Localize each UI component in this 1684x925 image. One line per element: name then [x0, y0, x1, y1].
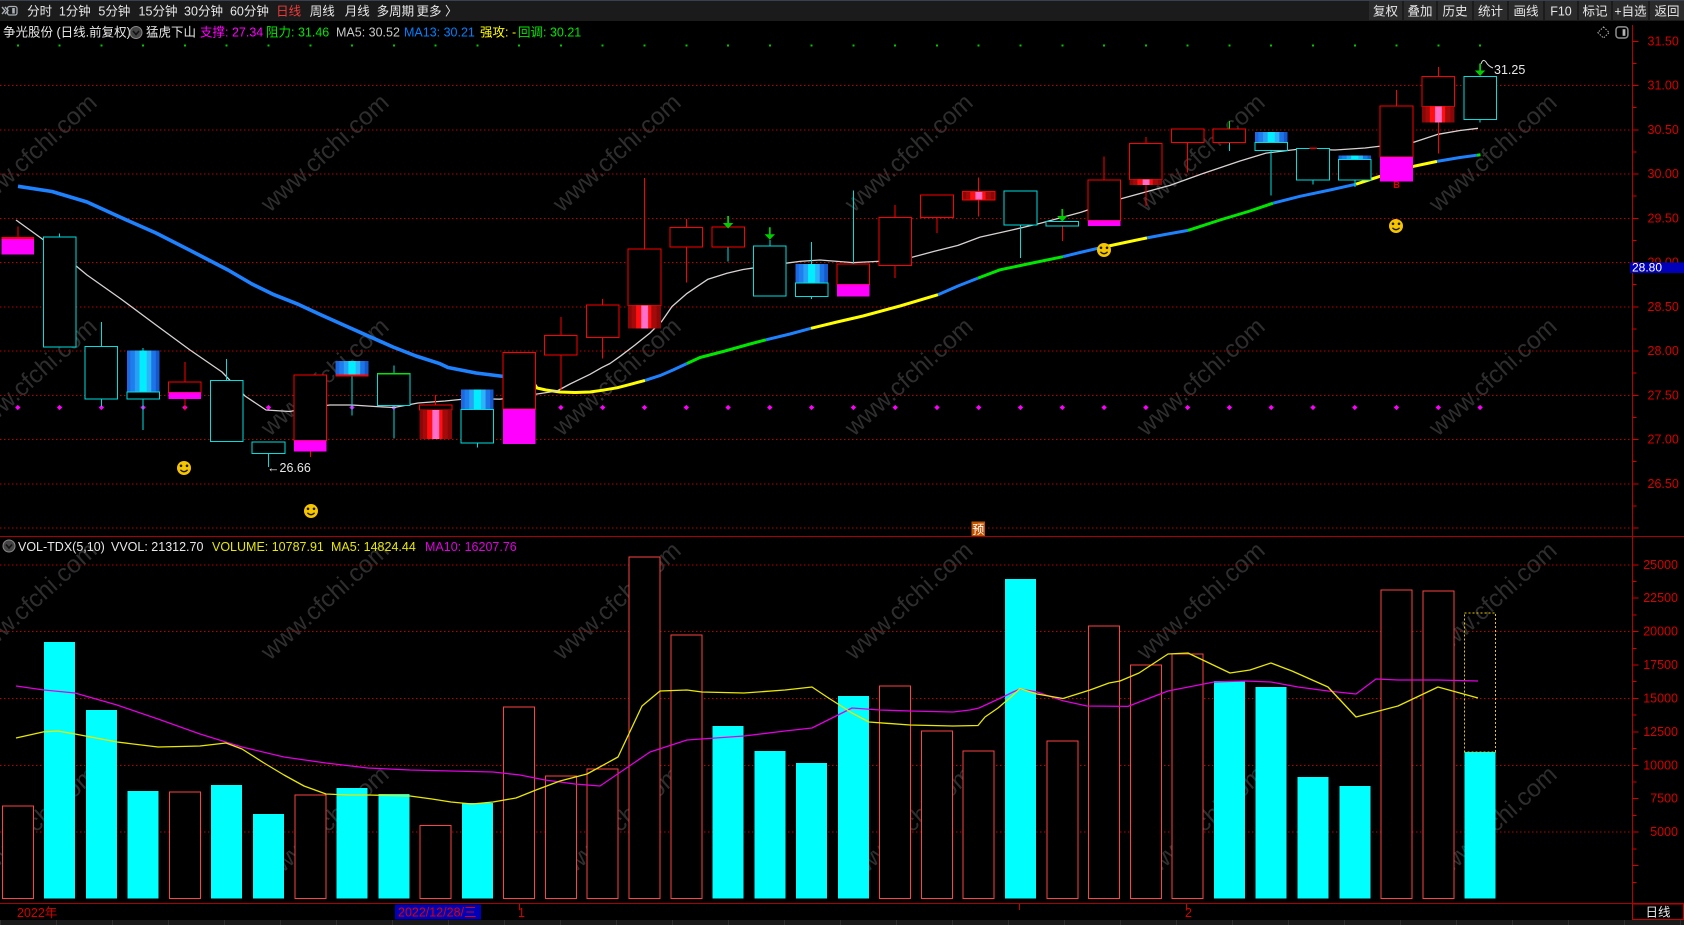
svg-text:周线: 周线	[310, 5, 336, 19]
svg-text:15000: 15000	[1643, 692, 1678, 706]
svg-text:5分钟: 5分钟	[98, 4, 130, 19]
svg-text:MA13: 30.21: MA13: 30.21	[404, 26, 475, 40]
svg-text:29.50: 29.50	[1648, 211, 1679, 225]
svg-text:20000: 20000	[1643, 625, 1678, 639]
svg-text:B: B	[1393, 180, 1400, 191]
svg-text:MA10: 16207.76: MA10: 16207.76	[425, 540, 517, 554]
svg-text:争光股份 (日线.前复权): 争光股份 (日线.前复权)	[3, 25, 131, 40]
svg-text:分时: 分时	[27, 5, 53, 19]
svg-text:日线: 日线	[1645, 906, 1671, 920]
svg-text:2022/12/28/三: 2022/12/28/三	[398, 906, 477, 920]
svg-text:26.50: 26.50	[1648, 477, 1679, 491]
svg-text:画线: 画线	[1513, 5, 1539, 19]
svg-text:VOLUME: 10787.91: VOLUME: 10787.91	[212, 540, 324, 554]
svg-text:5000: 5000	[1650, 825, 1678, 839]
svg-text:回调: 30.21: 回调: 30.21	[518, 26, 581, 40]
svg-text:猛虎下山: 猛虎下山	[146, 26, 196, 40]
svg-text:月线: 月线	[345, 5, 371, 19]
svg-text:叠加: 叠加	[1407, 5, 1432, 19]
svg-text:多周期: 多周期	[377, 5, 415, 19]
svg-text:1: 1	[518, 906, 525, 920]
svg-text:返回: 返回	[1654, 5, 1679, 19]
svg-text:预: 预	[972, 523, 984, 537]
svg-text:7500: 7500	[1650, 792, 1678, 806]
svg-text:28.00: 28.00	[1648, 344, 1679, 358]
svg-text:27.50: 27.50	[1648, 388, 1679, 402]
svg-text:←26.66: ←26.66	[267, 461, 311, 475]
svg-text:阻力: 31.46: 阻力: 31.46	[266, 26, 329, 40]
svg-text:12500: 12500	[1643, 725, 1678, 739]
svg-text:MA5: 30.52: MA5: 30.52	[336, 26, 400, 40]
svg-text:强攻: -: 强攻: -	[480, 26, 516, 40]
svg-text:31.00: 31.00	[1648, 79, 1679, 93]
svg-text:10000: 10000	[1643, 758, 1678, 772]
svg-text:60分钟: 60分钟	[230, 4, 269, 19]
svg-text:2: 2	[1185, 906, 1192, 920]
svg-text:复权: 复权	[1373, 4, 1399, 19]
svg-text:VOL-TDX(5,10): VOL-TDX(5,10)	[18, 540, 105, 554]
svg-text:日线: 日线	[276, 5, 302, 19]
svg-text:2022年: 2022年	[17, 906, 57, 920]
svg-text:27.00: 27.00	[1648, 433, 1679, 447]
svg-text:历史: 历史	[1442, 5, 1468, 19]
svg-text:统计: 统计	[1478, 5, 1503, 19]
svg-text:支撑: 27.34: 支撑: 27.34	[200, 25, 263, 40]
svg-text:30分钟: 30分钟	[184, 4, 223, 19]
svg-text:31.50: 31.50	[1648, 34, 1679, 48]
svg-text:VVOL: 21312.70: VVOL: 21312.70	[111, 540, 203, 554]
svg-text:30.50: 30.50	[1648, 123, 1679, 137]
svg-text:MA5: 14824.44: MA5: 14824.44	[331, 540, 416, 554]
svg-text:+自选: +自选	[1614, 5, 1647, 19]
svg-text:17500: 17500	[1643, 658, 1678, 672]
svg-text:28.50: 28.50	[1648, 300, 1679, 314]
svg-text:F10: F10	[1550, 5, 1572, 19]
svg-text:15分钟: 15分钟	[139, 4, 178, 19]
svg-text:标记: 标记	[1582, 5, 1608, 19]
svg-text:25000: 25000	[1643, 558, 1678, 572]
svg-text:28.80: 28.80	[1632, 261, 1662, 275]
svg-text:22500: 22500	[1643, 591, 1678, 605]
svg-text:31.25: 31.25	[1494, 63, 1525, 77]
svg-text:1分钟: 1分钟	[59, 4, 91, 19]
svg-text:更多 〉: 更多 〉	[417, 5, 458, 19]
svg-text:30.00: 30.00	[1648, 167, 1679, 181]
